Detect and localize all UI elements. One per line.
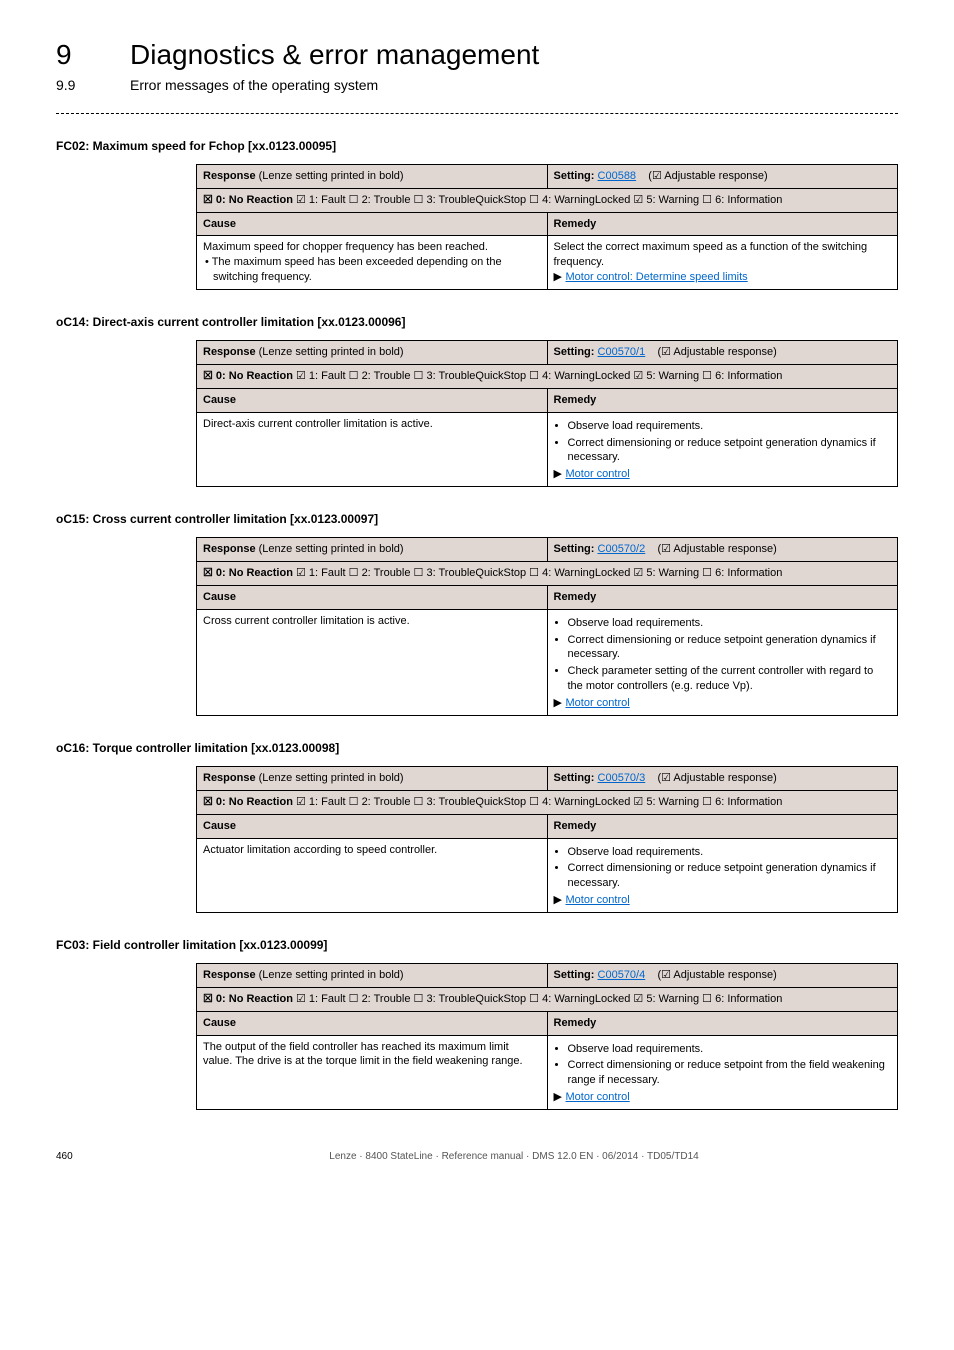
chapter-number: 9 <box>56 36 130 74</box>
arrow-icon: ▶ <box>554 270 566 285</box>
cause-header: Cause <box>197 1011 548 1035</box>
remedy-header: Remedy <box>547 814 898 838</box>
cause-body: Actuator limitation according to speed c… <box>197 838 548 912</box>
reaction-options: ☒ 0: No Reaction ☑ 1: Fault ☐ 2: Trouble… <box>197 562 898 586</box>
reaction-options: ☒ 0: No Reaction ☑ 1: Fault ☐ 2: Trouble… <box>197 364 898 388</box>
remedy-header: Remedy <box>547 388 898 412</box>
chapter-header: 9 Diagnostics & error management <box>56 36 898 74</box>
arrow-icon: ▶ <box>554 1090 566 1105</box>
arrow-icon: ▶ <box>554 467 566 482</box>
setting-code-link[interactable]: C00570/4 <box>598 969 646 981</box>
divider-dashed <box>56 113 898 114</box>
remedy-body: Observe load requirements.Correct dimens… <box>547 1035 898 1109</box>
error-title: oC14: Direct-axis current controller lim… <box>56 314 898 330</box>
footer-text: Lenze · 8400 StateLine · Reference manua… <box>130 1150 898 1164</box>
response-cell: Response (Lenze setting printed in bold) <box>197 341 548 365</box>
setting-cell: Setting: C00570/4 (☑ Adjustable response… <box>547 964 898 988</box>
remedy-bullet: Observe load requirements. <box>568 419 892 434</box>
cause-body: Direct-axis current controller limitatio… <box>197 412 548 486</box>
reaction-options: ☒ 0: No Reaction ☑ 1: Fault ☐ 2: Trouble… <box>197 790 898 814</box>
cause-header: Cause <box>197 388 548 412</box>
error-title: FC02: Maximum speed for Fchop [xx.0123.0… <box>56 138 898 154</box>
remedy-body: Select the correct maximum speed as a fu… <box>547 236 898 290</box>
setting-code-link[interactable]: C00588 <box>598 170 637 182</box>
response-cell: Response (Lenze setting printed in bold) <box>197 767 548 791</box>
cause-body: Cross current controller limitation is a… <box>197 609 548 715</box>
remedy-link[interactable]: Motor control <box>566 467 630 482</box>
setting-cell: Setting: C00570/1 (☑ Adjustable response… <box>547 341 898 365</box>
error-table: Response (Lenze setting printed in bold)… <box>196 164 898 290</box>
error-title: oC16: Torque controller limitation [xx.0… <box>56 740 898 756</box>
section-number: 9.9 <box>56 76 130 95</box>
setting-code-link[interactable]: C00570/1 <box>598 346 646 358</box>
remedy-header: Remedy <box>547 212 898 236</box>
remedy-bullet: Correct dimensioning or reduce setpoint … <box>568 633 892 663</box>
remedy-bullet: Correct dimensioning or reduce setpoint … <box>568 436 892 466</box>
response-cell: Response (Lenze setting printed in bold) <box>197 164 548 188</box>
remedy-header: Remedy <box>547 1011 898 1035</box>
setting-code-link[interactable]: C00570/2 <box>598 543 646 555</box>
chapter-title: Diagnostics & error management <box>130 36 539 74</box>
response-cell: Response (Lenze setting printed in bold) <box>197 538 548 562</box>
remedy-link[interactable]: Motor control: Determine speed limits <box>566 270 748 285</box>
error-table: Response (Lenze setting printed in bold)… <box>196 963 898 1110</box>
setting-cell: Setting: C00588 (☑ Adjustable response) <box>547 164 898 188</box>
remedy-bullet: Observe load requirements. <box>568 616 892 631</box>
response-cell: Response (Lenze setting printed in bold) <box>197 964 548 988</box>
cause-header: Cause <box>197 814 548 838</box>
section-title: Error messages of the operating system <box>130 76 378 95</box>
arrow-icon: ▶ <box>554 696 566 711</box>
remedy-body: Observe load requirements.Correct dimens… <box>547 838 898 912</box>
error-table: Response (Lenze setting printed in bold)… <box>196 340 898 487</box>
remedy-link[interactable]: Motor control <box>566 1090 630 1105</box>
setting-cell: Setting: C00570/3 (☑ Adjustable response… <box>547 767 898 791</box>
remedy-body: Observe load requirements. Correct dimens… <box>547 609 898 715</box>
page-footer: 460 Lenze · 8400 StateLine · Reference m… <box>56 1150 898 1164</box>
cause-body: Maximum speed for chopper frequency has … <box>197 236 548 290</box>
error-table: Response (Lenze setting printed in bold)… <box>196 537 898 716</box>
page-number: 460 <box>56 1150 130 1164</box>
remedy-link[interactable]: Motor control <box>566 893 630 908</box>
cause-header: Cause <box>197 585 548 609</box>
remedy-body: Observe load requirements. Correct dimens… <box>547 412 898 486</box>
remedy-bullet: Observe load requirements. <box>568 845 892 860</box>
remedy-bullet: Observe load requirements. <box>568 1042 892 1057</box>
remedy-header: Remedy <box>547 585 898 609</box>
error-title: FC03: Field controller limitation [xx.01… <box>56 937 898 953</box>
error-title: oC15: Cross current controller limitatio… <box>56 511 898 527</box>
remedy-link[interactable]: Motor control <box>566 696 630 711</box>
remedy-bullet: Correct dimensioning or reduce setpoint … <box>568 861 892 891</box>
reaction-options: ☒ 0: No Reaction ☑ 1: Fault ☐ 2: Trouble… <box>197 188 898 212</box>
setting-code-link[interactable]: C00570/3 <box>598 772 646 784</box>
error-table: Response (Lenze setting printed in bold)… <box>196 766 898 913</box>
remedy-bullet: Correct dimensioning or reduce setpoint … <box>568 1058 892 1088</box>
reaction-options: ☒ 0: No Reaction ☑ 1: Fault ☐ 2: Trouble… <box>197 987 898 1011</box>
arrow-icon: ▶ <box>554 893 566 908</box>
setting-cell: Setting: C00570/2 (☑ Adjustable response… <box>547 538 898 562</box>
cause-header: Cause <box>197 212 548 236</box>
remedy-bullet: Check parameter setting of the current c… <box>568 664 892 694</box>
section-header: 9.9 Error messages of the operating syst… <box>56 76 898 95</box>
cause-body: The output of the field controller has r… <box>197 1035 548 1109</box>
